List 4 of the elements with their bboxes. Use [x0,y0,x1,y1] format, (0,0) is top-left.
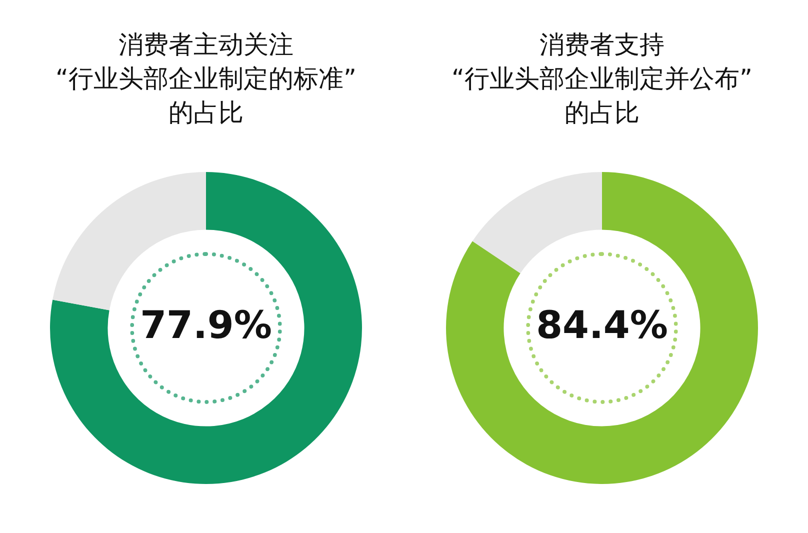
data-label: 77.9% [140,302,272,347]
chart-title: 消费者主动关注 “行业头部企业制定的标准” 的占比 [56,29,356,129]
chart-title: 消费者支持 “行业头部企业制定并公布” 的占比 [452,29,752,129]
data-label: 84.4% [536,302,668,347]
